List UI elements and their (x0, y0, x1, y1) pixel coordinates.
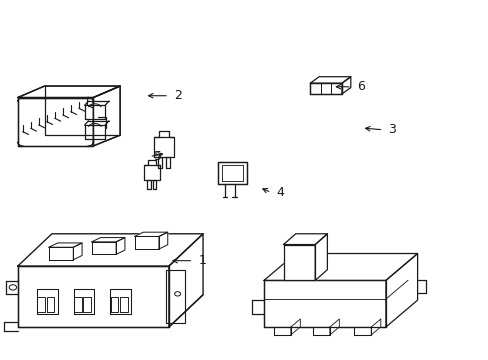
Text: 5: 5 (154, 150, 162, 163)
Polygon shape (84, 125, 105, 139)
Text: 2: 2 (173, 89, 182, 102)
Polygon shape (18, 234, 203, 266)
Polygon shape (83, 297, 91, 312)
Polygon shape (315, 234, 327, 280)
Polygon shape (166, 270, 184, 323)
Polygon shape (93, 86, 120, 146)
Polygon shape (312, 327, 329, 335)
Polygon shape (310, 77, 350, 83)
Polygon shape (158, 157, 162, 168)
Polygon shape (49, 247, 73, 260)
Polygon shape (143, 165, 160, 180)
Polygon shape (92, 242, 116, 255)
Polygon shape (92, 238, 124, 242)
Polygon shape (168, 234, 203, 327)
Text: 6: 6 (356, 80, 364, 93)
Polygon shape (341, 77, 350, 94)
Polygon shape (110, 297, 118, 312)
Polygon shape (353, 327, 370, 335)
Polygon shape (264, 280, 385, 327)
Polygon shape (120, 297, 127, 312)
Polygon shape (18, 98, 93, 146)
Polygon shape (283, 234, 327, 244)
Polygon shape (273, 327, 290, 335)
Polygon shape (134, 232, 167, 237)
Polygon shape (49, 243, 82, 247)
Polygon shape (283, 244, 315, 280)
Polygon shape (134, 237, 159, 249)
Polygon shape (110, 289, 131, 315)
Polygon shape (264, 253, 417, 280)
Text: 3: 3 (387, 123, 395, 136)
Polygon shape (73, 243, 82, 260)
Polygon shape (217, 162, 246, 184)
Polygon shape (38, 297, 45, 312)
Polygon shape (385, 253, 417, 327)
Polygon shape (165, 157, 170, 168)
Polygon shape (154, 137, 174, 157)
Polygon shape (290, 319, 300, 335)
Polygon shape (116, 238, 124, 255)
Text: 4: 4 (276, 186, 284, 199)
Text: 1: 1 (198, 254, 205, 267)
Polygon shape (159, 232, 167, 249)
Polygon shape (153, 180, 156, 189)
Polygon shape (46, 297, 54, 312)
Polygon shape (370, 319, 380, 335)
Polygon shape (37, 289, 58, 315)
Polygon shape (74, 297, 81, 312)
Polygon shape (310, 83, 341, 94)
Polygon shape (329, 319, 339, 335)
Polygon shape (147, 180, 150, 189)
Polygon shape (74, 289, 94, 315)
Polygon shape (18, 86, 120, 98)
Polygon shape (18, 266, 168, 327)
Polygon shape (84, 105, 105, 119)
